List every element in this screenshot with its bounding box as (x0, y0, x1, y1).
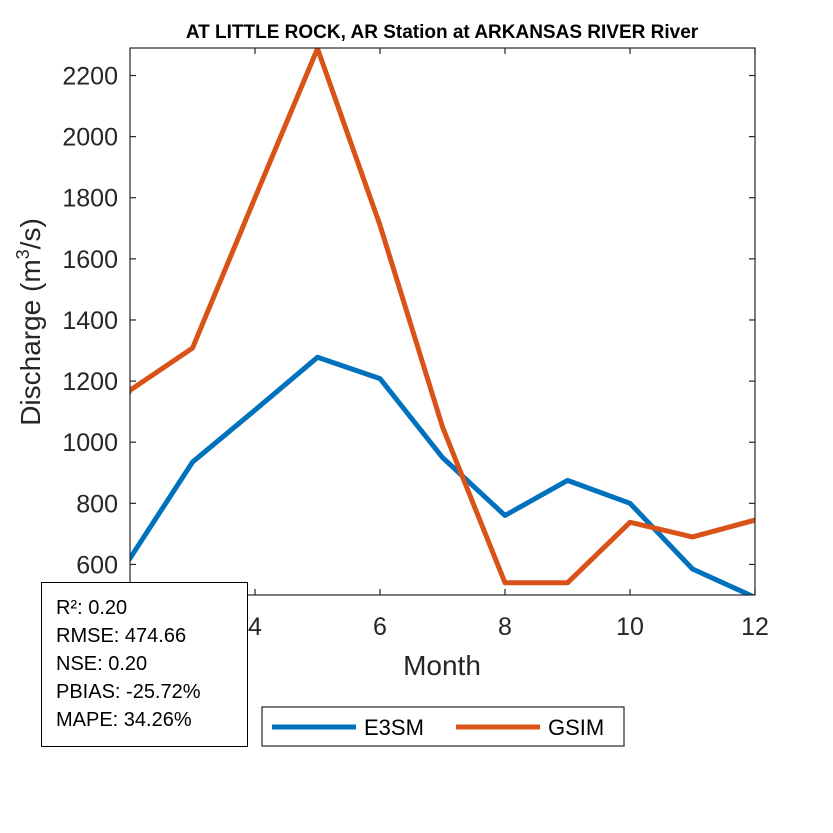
x-tick-label: 8 (498, 613, 512, 641)
legend-label-e3sm: E3SM (364, 715, 424, 740)
legend: E3SM GSIM (261, 706, 625, 747)
series-line-e3sm (130, 354, 755, 595)
y-tick-label: 2000 (62, 124, 118, 152)
y-tick-label: 1600 (62, 246, 118, 274)
y-tick-label: 2200 (62, 63, 118, 91)
x-axis-label: Month (403, 650, 481, 681)
stats-annotation-box: R²: 0.20 RMSE: 474.66 NSE: 0.20 PBIAS: -… (41, 582, 248, 747)
y-tick-label: 600 (76, 551, 118, 579)
x-tick-label: 10 (616, 613, 644, 641)
y-tick-label: 1800 (62, 185, 118, 213)
chart-title: AT LITTLE ROCK, AR Station at ARKANSAS R… (186, 22, 699, 43)
y-tick-label: 1400 (62, 307, 118, 335)
y-axis-label: Discharge (m3/s) (13, 218, 46, 426)
plot-area-frame (129, 47, 756, 596)
stat-rmse: RMSE: 474.66 (56, 625, 187, 647)
stat-pbias: PBIAS: -25.72% (56, 681, 201, 703)
x-tick-label: 4 (248, 613, 262, 641)
x-tick-label: 6 (373, 613, 387, 641)
y-tick-label: 800 (76, 490, 118, 518)
stat-r2: R²: 0.20 (56, 597, 128, 619)
legend-label-gsim: GSIM (548, 715, 604, 740)
y-tick-label: 1200 (62, 368, 118, 396)
stat-nse: NSE: 0.20 (56, 653, 148, 675)
y-tick-label: 1000 (62, 429, 118, 457)
series-line-gsim (130, 48, 755, 586)
x-tick-label: 12 (741, 613, 769, 641)
stat-mape: MAPE: 34.26% (56, 709, 192, 731)
